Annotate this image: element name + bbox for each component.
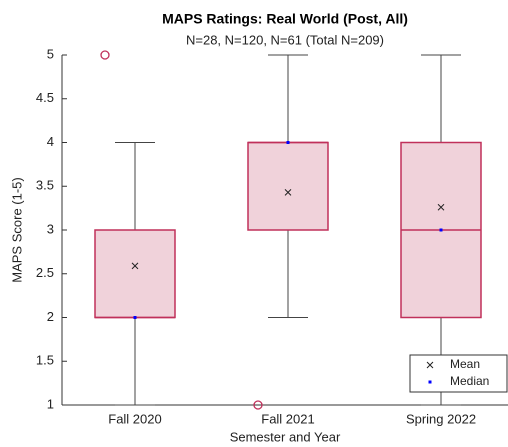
- y-tick-label: 4: [47, 134, 54, 149]
- x-tick-label: Spring 2022: [406, 411, 476, 426]
- outlier: [253, 400, 263, 410]
- mean-marker: [284, 189, 292, 196]
- y-tick-label: 1.5: [36, 353, 54, 368]
- median-marker: [439, 228, 443, 232]
- legend-label: Mean: [450, 357, 480, 371]
- mean-marker: [131, 262, 139, 270]
- legend-label: Median: [450, 374, 489, 388]
- outlier: [100, 50, 110, 60]
- y-axis-label: MAPS Score (1-5): [9, 177, 24, 282]
- mean-marker: [437, 203, 445, 211]
- box: [94, 229, 176, 319]
- y-tick-label: 2: [47, 309, 54, 324]
- y-tick-label: 5: [47, 46, 54, 61]
- median-marker: [286, 141, 290, 144]
- y-tick-label: 1: [47, 396, 54, 411]
- legend-mean-marker: [426, 361, 434, 369]
- median-marker: [133, 316, 137, 319]
- y-tick-label: 2.5: [36, 265, 54, 280]
- x-tick-label: Fall 2021: [261, 411, 314, 426]
- y-tick-label: 3: [47, 221, 54, 236]
- y-tick-label: 4.5: [36, 90, 54, 105]
- x-axis-label: Semester and Year: [230, 429, 341, 444]
- box: [247, 141, 329, 231]
- chart-subtitle: N=28, N=120, N=61 (Total N=209): [186, 32, 384, 47]
- legend-box: [409, 354, 508, 393]
- x-tick-label: Fall 2020: [108, 411, 161, 426]
- y-tick-label: 3.5: [36, 178, 54, 193]
- legend-median-marker: [428, 380, 432, 384]
- chart-title: MAPS Ratings: Real World (Post, All): [162, 11, 408, 27]
